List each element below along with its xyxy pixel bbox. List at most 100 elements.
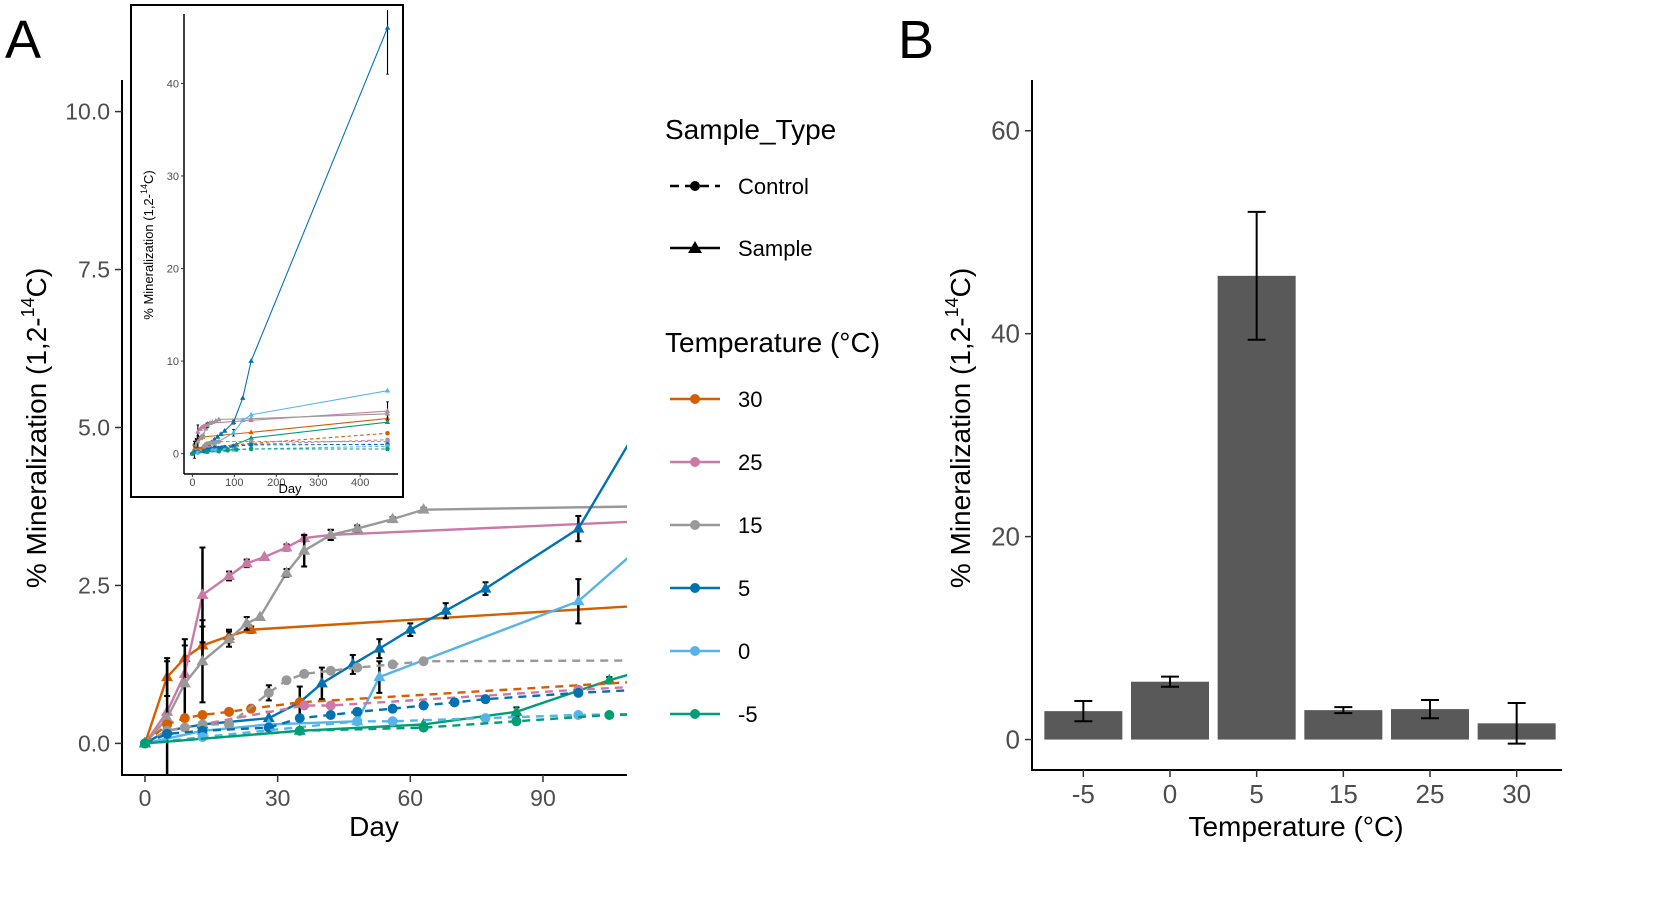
data-point-circle: [387, 716, 398, 727]
panel-b: B -5 0 5 15 25 30 0 20 40 60 Temperature (°C) % …: [898, 10, 1562, 842]
series-sample-15: [138, 503, 627, 775]
inset-x-tick-label: 300: [309, 477, 327, 489]
data-point-circle: [248, 439, 254, 444]
legend-label: 0: [738, 639, 750, 664]
bar-group--5: [1044, 700, 1123, 740]
data-point-triangle: [404, 623, 417, 634]
legend-item-temp--5: -5: [670, 702, 758, 727]
data-point-circle: [480, 694, 491, 705]
inset-y-tick-label: 30: [167, 171, 179, 183]
inset-y-tick-label: 20: [167, 264, 179, 276]
data-point-triangle: [439, 604, 452, 615]
x-tick-label: 0: [1163, 779, 1177, 809]
data-point-triangle: [230, 429, 237, 435]
data-point-circle: [759, 707, 769, 717]
data-point-triangle: [214, 434, 221, 439]
data-point-triangle: [603, 673, 616, 685]
inset-y-label: % Mineralization (1,2-14C): [139, 170, 156, 319]
x-tick-label: 60: [398, 785, 424, 811]
series-line: [144, 681, 627, 745]
inset-x-tick-label: 200: [267, 477, 285, 489]
data-point-triangle: [384, 410, 391, 416]
data-point-circle: [179, 713, 190, 724]
data-point-triangle: [373, 642, 386, 653]
data-point-triangle: [222, 428, 228, 433]
data-point-triangle: [280, 541, 293, 552]
series-line: [144, 712, 627, 745]
panel-b-x-ticks: -5 0 5 15 25 30: [1072, 770, 1531, 809]
data-point-triangle: [324, 528, 337, 539]
panel-a-plot-area: [138, 444, 769, 775]
inset-x-tick-label: 100: [225, 477, 243, 489]
data-point-triangle: [572, 522, 585, 533]
data-point-triangle: [223, 569, 236, 580]
legend-color-marker: [690, 709, 700, 719]
panel-a-x-label: Day: [349, 811, 399, 842]
legend-label-control: Control: [738, 174, 809, 199]
data-point-triangle: [240, 417, 246, 423]
data-point-circle: [387, 703, 398, 714]
legend-label: 15: [738, 513, 762, 538]
panel-b-label: B: [898, 10, 934, 70]
data-point-circle: [195, 450, 201, 455]
legend-label: 5: [738, 576, 750, 601]
legend-item-temp-30: 30: [670, 387, 762, 412]
series-control-0: [139, 709, 627, 749]
series-line: [144, 689, 627, 745]
x-tick-label: 0: [139, 785, 152, 811]
data-point-triangle: [213, 417, 219, 423]
data-point-circle: [385, 431, 390, 436]
data-point-circle: [190, 451, 195, 456]
legend-label: 30: [738, 387, 762, 412]
bar-group-0: [1131, 675, 1209, 740]
data-point-triangle: [230, 419, 237, 424]
legend-label: -5: [738, 702, 758, 727]
data-point-triangle: [386, 512, 399, 524]
data-point-circle: [294, 713, 305, 724]
data-point-triangle: [248, 429, 254, 435]
x-tick-label: -5: [1072, 779, 1095, 809]
data-point-triangle: [280, 566, 293, 577]
legend-sample-type-title: Sample_Type: [665, 114, 836, 145]
data-point-circle: [179, 722, 190, 733]
inset-x-label: Day: [278, 481, 302, 496]
panel-b-plot-area: [1044, 210, 1556, 745]
data-point-triangle: [298, 544, 311, 555]
inset-x-tick-label: 400: [351, 477, 369, 489]
series-control--5: [139, 707, 769, 749]
data-point-circle: [352, 706, 363, 717]
legend-sample-type: Sample_Type Control Sample: [665, 114, 836, 261]
data-point-triangle: [178, 676, 191, 688]
y-tick-label: 2.5: [78, 572, 110, 598]
data-point-triangle: [384, 24, 391, 30]
data-point-triangle: [196, 654, 209, 666]
data-point-circle: [281, 675, 292, 686]
data-point-triangle: [572, 594, 585, 606]
inset-plot-area: [189, 10, 391, 459]
series-line: [144, 520, 627, 745]
data-point-circle: [759, 655, 769, 665]
data-point-triangle: [253, 610, 266, 622]
data-point-circle: [299, 700, 310, 711]
legend-item-temp-15: 15: [670, 513, 762, 538]
x-tick-label: 15: [1329, 779, 1358, 809]
bar-group-5: [1217, 210, 1296, 740]
inset-x-tick-label: 0: [189, 477, 195, 489]
legend-item-temp-0: 0: [670, 639, 750, 664]
data-point-circle: [139, 738, 150, 749]
bar: [1131, 681, 1209, 740]
legend-item-temp-5: 5: [670, 576, 750, 601]
legend-color-marker: [690, 646, 700, 656]
legend-temperature-items: 30 25 15 5 0 -5: [670, 387, 762, 727]
legend-color-marker: [690, 457, 700, 467]
data-point-circle: [234, 447, 239, 452]
data-point-circle: [325, 665, 336, 676]
data-point-triangle: [240, 556, 253, 568]
data-point-circle: [480, 713, 491, 724]
data-point-circle: [352, 716, 363, 727]
data-point-triangle: [161, 711, 174, 723]
data-point-circle: [225, 448, 230, 453]
data-point-triangle: [218, 431, 224, 437]
inset-y-tick-label: 10: [167, 356, 179, 368]
y-tick-label: 40: [991, 319, 1020, 349]
